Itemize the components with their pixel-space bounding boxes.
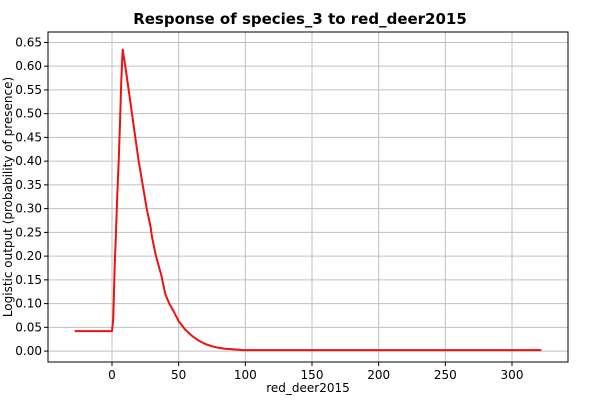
y-tick-label: 0.60 [15, 59, 42, 73]
y-axis: 0.00 0.05 0.10 0.15 0.20 0.25 0.30 0.35 0.40 0.45… [15, 35, 48, 358]
y-tick-label: 0.45 [15, 130, 42, 144]
y-tick-label: 0.30 [15, 202, 42, 216]
x-tick-label: 150 [301, 368, 324, 382]
series-line [74, 48, 542, 352]
y-tick-label: 0.00 [15, 344, 42, 358]
y-tick-label: 0.50 [15, 107, 42, 121]
y-tick-label: 0.55 [15, 83, 42, 97]
y-tick-label: 0.10 [15, 297, 42, 311]
x-tick-label: 300 [501, 368, 524, 382]
plot-frame [47, 31, 569, 363]
y-tick-label: 0.25 [15, 225, 42, 239]
x-axis-label: red_deer2015 [266, 381, 350, 395]
y-tick-label: 0.05 [15, 320, 42, 334]
x-tick-label: 250 [434, 368, 457, 382]
x-tick-label: 100 [234, 368, 257, 382]
x-axis: 0 50 100 150 200 250 300 [108, 362, 523, 382]
y-tick-label: 0.40 [15, 154, 42, 168]
y-tick-label: 0.65 [15, 35, 42, 49]
x-tick-label: 50 [171, 368, 186, 382]
x-tick-label: 200 [367, 368, 390, 382]
grid [48, 32, 568, 362]
x-tick-label: 0 [108, 368, 116, 382]
y-tick-label: 0.15 [15, 273, 42, 287]
chart-title: Response of species_3 to red_deer2015 [133, 10, 467, 28]
y-tick-label: 0.20 [15, 249, 42, 263]
y-axis-label: Logistic output (probability of presence… [1, 77, 15, 317]
y-tick-label: 0.35 [15, 178, 42, 192]
